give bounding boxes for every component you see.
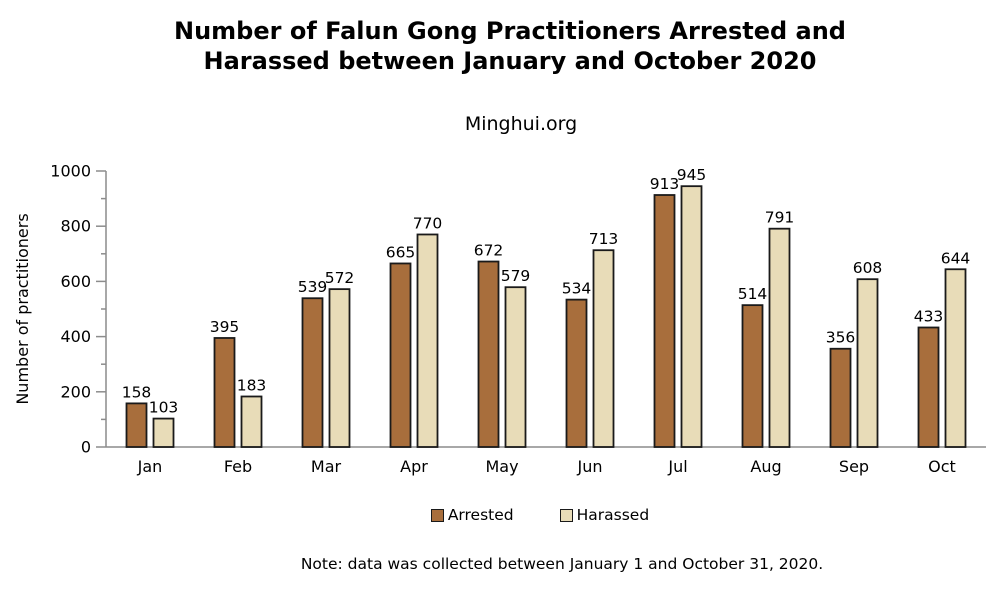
legend-label-harassed: Harassed xyxy=(576,506,650,524)
x-tick-label-mar: Mar xyxy=(311,457,342,476)
value-label-harassed-jan: 103 xyxy=(149,399,179,417)
value-label-arrested-apr: 665 xyxy=(386,243,416,261)
legend-item-arrested: Arrested xyxy=(430,506,514,524)
bar-arrested-may xyxy=(477,260,500,448)
legend-item-harassed: Harassed xyxy=(559,506,650,524)
value-label-harassed-feb: 183 xyxy=(237,376,267,394)
chart-note: Note: data was collected between January… xyxy=(300,555,824,573)
value-label-arrested-jul: 913 xyxy=(650,175,680,193)
value-label-arrested-may: 672 xyxy=(474,242,504,260)
value-label-harassed-sep: 608 xyxy=(853,259,883,277)
bar-arrested-jul xyxy=(653,194,676,448)
value-label-harassed-oct: 644 xyxy=(941,249,971,267)
value-label-harassed-apr: 770 xyxy=(413,214,443,232)
bar-arrested-apr xyxy=(389,262,412,448)
arrested-swatch-icon xyxy=(430,508,444,522)
harassed-swatch-icon xyxy=(559,508,573,522)
value-label-harassed-may: 579 xyxy=(501,267,531,285)
x-tick-label-aug: Aug xyxy=(750,457,781,476)
bar-arrested-aug xyxy=(741,304,764,448)
bar-chart-plot: 0 200 400 600 800 1000 Number of practitioners… xyxy=(13,162,986,476)
bar-harassed-aug xyxy=(768,227,791,448)
x-tick-label-sep: Sep xyxy=(839,457,869,476)
value-label-arrested-sep: 356 xyxy=(826,329,856,347)
bar-arrested-jun xyxy=(565,298,588,448)
value-label-harassed-aug: 791 xyxy=(765,209,795,227)
bar-harassed-sep xyxy=(856,278,879,448)
bar-harassed-jan xyxy=(152,417,175,448)
value-label-harassed-mar: 572 xyxy=(325,269,355,287)
bar-harassed-may xyxy=(504,286,527,448)
y-tick-label: 0 xyxy=(81,438,91,457)
value-label-arrested-oct: 433 xyxy=(914,307,944,325)
chart-legend: Arrested Harassed xyxy=(40,506,1000,524)
value-label-arrested-mar: 539 xyxy=(298,278,328,296)
bar-arrested-oct xyxy=(917,326,940,448)
bar-harassed-jun xyxy=(592,249,615,448)
value-label-harassed-jul: 945 xyxy=(677,166,707,184)
x-tick-label-jun: Jun xyxy=(577,457,603,476)
value-label-harassed-jun: 713 xyxy=(589,230,619,248)
bar-arrested-sep xyxy=(829,347,852,448)
bar-arrested-feb xyxy=(213,337,236,448)
bar-harassed-jul xyxy=(680,185,703,448)
y-tick-label: 600 xyxy=(60,272,91,291)
bar-arrested-mar xyxy=(301,297,324,448)
value-label-arrested-aug: 514 xyxy=(738,285,768,303)
y-axis-title: Number of practitioners xyxy=(13,213,32,404)
bar-harassed-feb xyxy=(240,395,263,448)
bar-harassed-oct xyxy=(944,268,967,448)
chart-subtitle: Minghui.org xyxy=(464,113,578,135)
chart-title: Number of Falun Gong Practitioners Arres… xyxy=(10,16,1000,76)
y-tick-label: 800 xyxy=(60,217,91,236)
value-label-arrested-feb: 395 xyxy=(210,318,240,336)
x-tick-label-feb: Feb xyxy=(224,457,252,476)
value-label-arrested-jan: 158 xyxy=(122,383,152,401)
x-tick-label-oct: Oct xyxy=(928,457,956,476)
chart-title-line1: Number of Falun Gong Practitioners Arres… xyxy=(174,17,846,45)
y-tick-label: 200 xyxy=(60,382,91,401)
y-tick-label: 400 xyxy=(60,327,91,346)
chart-title-line2: Harassed between January and October 202… xyxy=(203,47,817,75)
x-tick-label-jul: Jul xyxy=(667,457,687,476)
x-tick-label-apr: Apr xyxy=(400,457,428,476)
bar-harassed-mar xyxy=(328,288,351,448)
x-tick-label-jan: Jan xyxy=(137,457,163,476)
value-label-arrested-jun: 534 xyxy=(562,280,592,298)
legend-label-arrested: Arrested xyxy=(447,506,514,524)
bar-arrested-jan xyxy=(125,402,148,448)
y-tick-label: 1000 xyxy=(50,162,91,181)
bar-harassed-apr xyxy=(416,233,439,448)
x-tick-label-may: May xyxy=(485,457,518,476)
